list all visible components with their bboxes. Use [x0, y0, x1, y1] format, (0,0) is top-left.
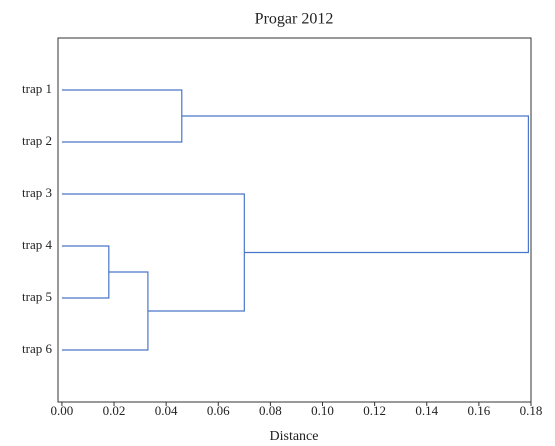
- x-tick-label: 0.06: [207, 403, 230, 418]
- leaf-label: trap 1: [22, 81, 52, 96]
- dendrogram-link: [61, 193, 245, 312]
- x-tick-label: 0.08: [259, 403, 282, 418]
- x-tick-label: 0.00: [51, 403, 74, 418]
- x-tick-label: 0.12: [363, 403, 386, 418]
- leaf-label: trap 4: [22, 237, 52, 252]
- x-tick-label: 0.04: [155, 403, 178, 418]
- leaf-label: trap 6: [22, 341, 52, 356]
- x-tick-label: 0.02: [103, 403, 126, 418]
- x-tick-label: 0.16: [468, 403, 491, 418]
- dendrogram-link: [181, 115, 529, 254]
- dendrogram-link: [61, 271, 149, 351]
- leaf-label: trap 5: [22, 289, 52, 304]
- dendrogram-link: [61, 89, 183, 143]
- leaf-label: trap 2: [22, 133, 52, 148]
- x-axis-label: Distance: [270, 429, 319, 444]
- x-tick-label: 0.10: [311, 403, 334, 418]
- chart-title: Progar 2012: [255, 11, 334, 28]
- plot-frame: [57, 37, 532, 403]
- leaf-label: trap 3: [22, 185, 52, 200]
- x-tick-label: 0.18: [520, 403, 543, 418]
- x-tick-label: 0.14: [415, 403, 438, 418]
- dendrogram-link: [61, 245, 110, 299]
